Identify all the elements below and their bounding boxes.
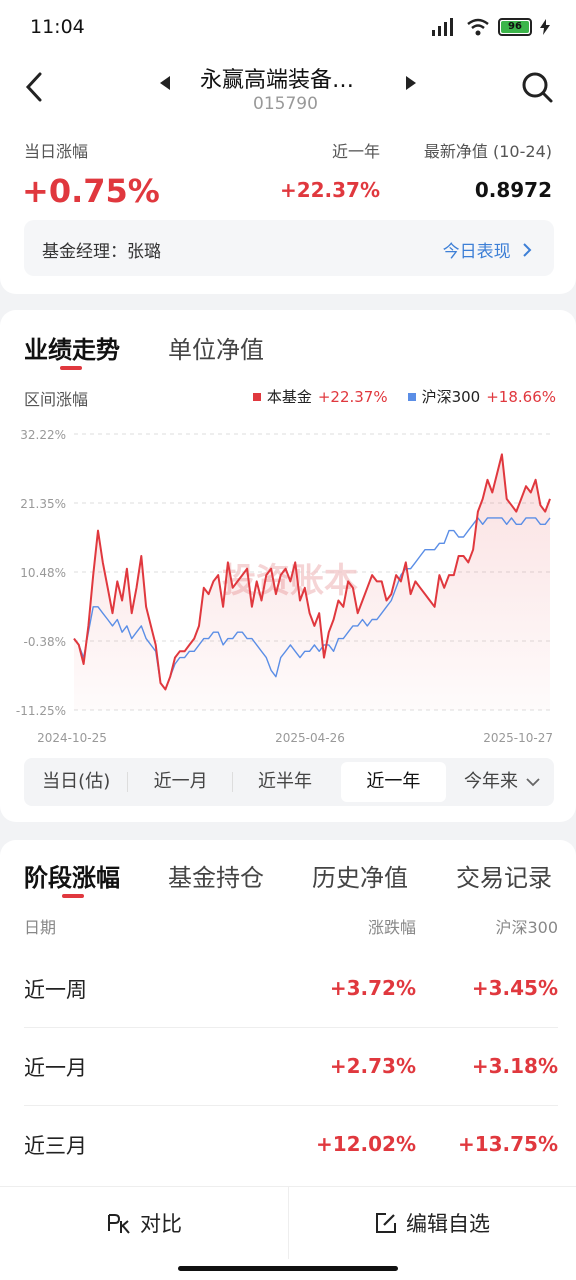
fund-area-fill [74,454,550,710]
latest-nav-value: 0.8972 [474,178,552,202]
status-time: 11:04 [30,16,85,38]
battery-icon: 96 [498,18,532,36]
row-index-change: +3.45% [471,976,558,1000]
period-divider [127,772,129,792]
tab-trade-records[interactable]: 交易记录 [456,864,552,892]
legend-index-name: 沪深300 [421,388,481,406]
fund-code: 015790 [253,94,318,114]
period-one-year[interactable]: 近一年 [341,762,446,802]
compare-button[interactable]: 对比 [0,1187,288,1259]
bottom-divider [288,1187,289,1259]
previous-fund-icon[interactable] [160,76,172,90]
y-tick-label: 21.35% [20,497,66,511]
row-fund-change: +12.02% [315,1132,416,1156]
today-performance-label: 今日表现 [442,242,511,262]
chart-legend: 本基金 +22.37% 沪深300 +18.66% [252,386,556,407]
row-index-change: +13.75% [457,1132,558,1156]
header-date: 日期 [24,918,57,937]
period-half-year-label: 近半年 [258,771,313,792]
y-tick-label: 32.22% [20,428,66,442]
period-one-month[interactable]: 近一月 [128,758,233,806]
home-indicator[interactable] [178,1266,398,1271]
latest-nav-label: 最新净值 (10-24) [423,142,552,161]
index-series-line [73,517,551,691]
active-tab-indicator [62,894,84,898]
daily-change-value: +0.75% [22,172,160,210]
bottom-action-bar: 对比 编辑自选 [0,1186,576,1280]
fund-header: 永赢高端装备… 015790 [0,56,576,120]
header-fund-change: 涨跌幅 [367,918,416,937]
period-ytd-label: 今年来 [463,771,518,792]
period-one-month-label: 近一月 [153,771,208,792]
y-tick-label: -11.25% [16,704,66,718]
y-tick-label: -0.38% [24,635,66,649]
battery-level: 96 [501,21,529,33]
y-tick-label: 10.48% [20,566,66,580]
next-fund-icon[interactable] [404,76,416,90]
row-index-change: +3.18% [471,1054,558,1078]
tab-stage-returns[interactable]: 阶段涨幅 [24,864,120,892]
fund-name: 永赢高端装备… [200,68,355,93]
tab-history-nav[interactable]: 历史净值 [312,864,408,892]
legend-fund-value: +22.37% [317,387,388,406]
row-period: 近三月 [24,1134,87,1158]
manager-bar[interactable]: 基金经理：张璐 今日表现 [24,220,554,276]
edit-icon [376,1213,396,1233]
period-half-year[interactable]: 近半年 [233,758,337,806]
row-fund-change: +2.73% [329,1054,416,1078]
row-period: 近一周 [24,978,87,1002]
summary-card: 当日涨幅 近一年 最新净值 (10-24) +0.75% +22.37% 0.8… [0,120,576,294]
chevron-down-icon [526,778,540,787]
chevron-right-icon [523,243,532,257]
period-today-estimate[interactable]: 当日(估) [24,758,129,806]
performance-chart[interactable]: 32.22% 21.35% 10.48% -0.38% -11.25% 2024-10-2… [0,420,576,750]
fund-series-line [73,453,551,691]
edit-watchlist-button[interactable]: 编辑自选 [288,1187,576,1259]
table-row[interactable]: 近三月 +12.02% +13.75% [24,1106,558,1184]
legend-swatch-fund [252,392,261,401]
year-change-label: 近一年 [331,142,380,161]
signal-icon [432,18,453,36]
x-tick-label: 2025-10-27 [483,731,553,745]
search-icon[interactable] [520,70,554,104]
active-tab-indicator [60,366,82,370]
x-tick-label: 2025-04-26 [275,731,345,745]
charging-icon [540,19,550,35]
x-tick-label: 2024-10-25 [37,731,107,745]
period-year-to-date[interactable]: 今年来 [450,758,554,806]
back-arrow-icon[interactable] [20,70,48,104]
legend-swatch-index [407,392,416,401]
period-selector: 当日(估) 近一月 近半年 近一年 今年来 [24,758,554,806]
compare-label: 对比 [140,1212,182,1236]
legend-index-value: +18.66% [486,387,556,406]
year-change-value: +22.37% [279,178,380,202]
today-performance-link[interactable]: 今日表现 [443,237,532,262]
status-bar: 11:04 96 [0,0,576,56]
table-row[interactable]: 近一月 +2.73% +3.18% [24,1028,558,1106]
legend-fund-name: 本基金 [266,388,312,406]
pk-compare-icon [108,1214,130,1234]
daily-change-label: 当日涨幅 [24,142,89,161]
tab-unit-nav[interactable]: 单位净值 [168,336,264,364]
tab-performance-trend[interactable]: 业绩走势 [24,336,120,364]
performance-card: 业绩走势 单位净值 区间涨幅 本基金 +22.37% 沪深300 +18.66%… [0,310,576,822]
row-period: 近一月 [24,1056,87,1080]
tab-holdings[interactable]: 基金持仓 [168,864,264,892]
wifi-icon [467,18,489,36]
manager-name: 基金经理：张璐 [42,242,161,262]
status-icons: 96 [430,18,550,36]
period-divider [231,772,233,792]
edit-watchlist-label: 编辑自选 [406,1212,490,1236]
table-row[interactable]: 近一周 +3.72% +3.45% [24,950,558,1028]
header-index-change: 沪深300 [495,918,558,937]
range-change-label: 区间涨幅 [24,390,89,409]
period-one-year-label: 近一年 [366,771,421,792]
row-fund-change: +3.72% [329,976,416,1000]
period-today-label: 当日(估) [42,771,111,792]
